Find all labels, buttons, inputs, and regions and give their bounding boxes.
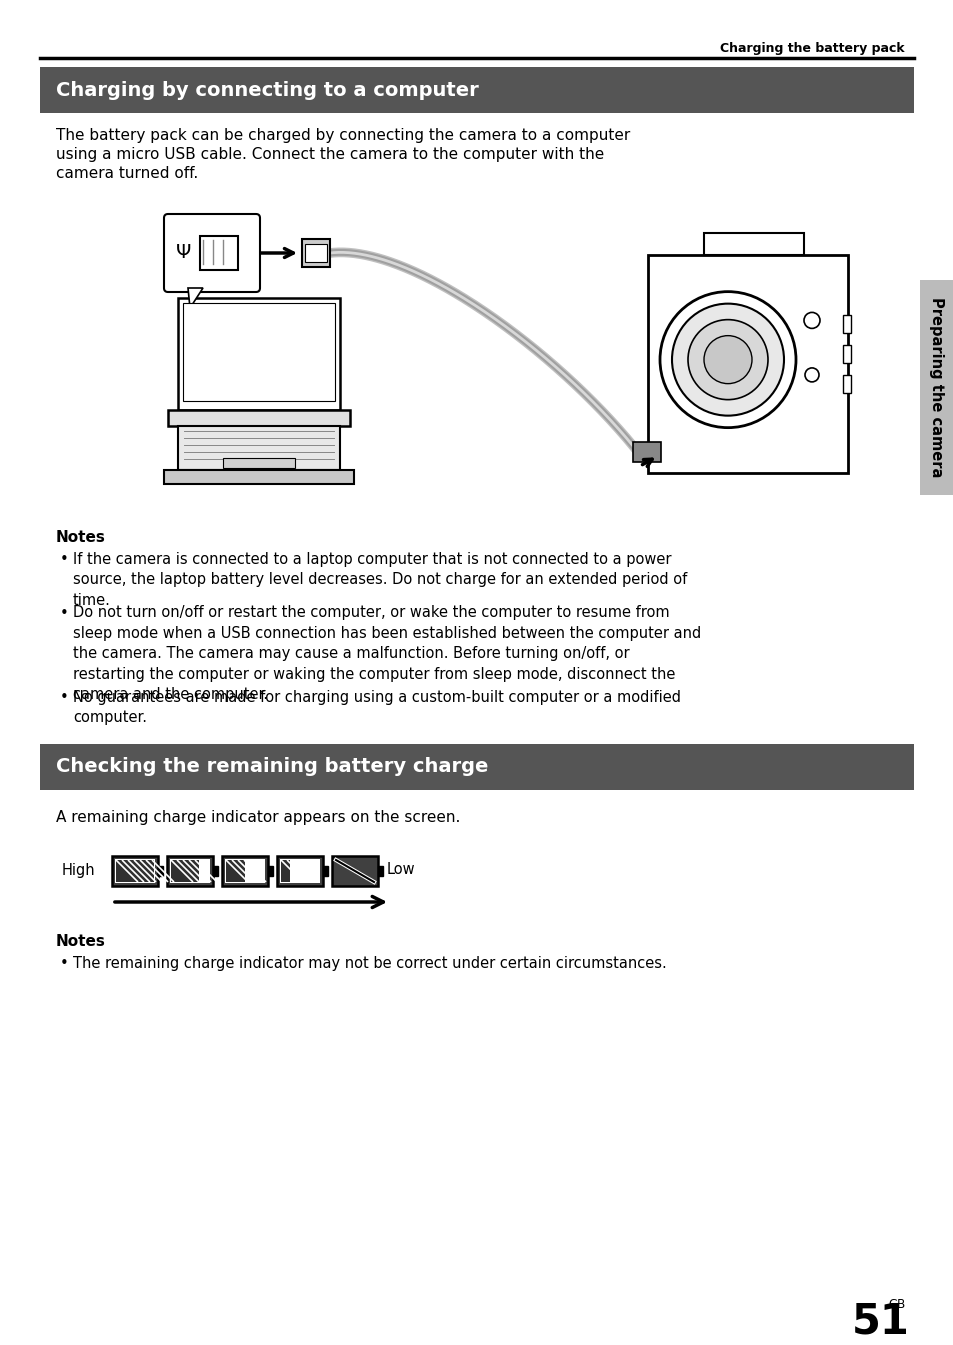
Bar bbox=[167, 855, 213, 886]
Bar bbox=[633, 443, 660, 461]
Bar bbox=[200, 235, 237, 270]
Bar bbox=[222, 855, 268, 886]
Text: Low: Low bbox=[387, 862, 416, 877]
Bar bbox=[703, 233, 803, 256]
Bar bbox=[40, 744, 913, 790]
Circle shape bbox=[671, 304, 783, 416]
Text: •: • bbox=[60, 690, 69, 705]
Bar bbox=[842, 375, 850, 393]
Text: Checking the remaining battery charge: Checking the remaining battery charge bbox=[56, 757, 488, 776]
Bar bbox=[302, 239, 330, 268]
Bar bbox=[178, 426, 339, 469]
Text: Notes: Notes bbox=[56, 933, 106, 950]
Bar bbox=[115, 859, 154, 884]
Circle shape bbox=[703, 336, 751, 383]
Text: camera turned off.: camera turned off. bbox=[56, 165, 198, 182]
Text: 51: 51 bbox=[851, 1301, 909, 1342]
Bar bbox=[112, 855, 158, 886]
Bar bbox=[919, 280, 953, 495]
Text: Ψ: Ψ bbox=[175, 243, 192, 262]
Bar bbox=[183, 303, 335, 401]
Bar bbox=[170, 859, 210, 884]
Circle shape bbox=[687, 320, 767, 399]
Polygon shape bbox=[188, 288, 203, 308]
Bar bbox=[164, 469, 354, 484]
Bar bbox=[213, 866, 218, 876]
Bar bbox=[276, 855, 323, 886]
Bar bbox=[335, 859, 375, 884]
Bar bbox=[116, 859, 153, 882]
Text: High: High bbox=[62, 862, 95, 877]
Text: using a micro USB cable. Connect the camera to the computer with the: using a micro USB cable. Connect the cam… bbox=[56, 147, 603, 161]
Bar bbox=[335, 859, 375, 884]
Bar bbox=[225, 859, 265, 884]
Text: The remaining charge indicator may not be correct under certain circumstances.: The remaining charge indicator may not b… bbox=[73, 956, 666, 971]
Circle shape bbox=[803, 312, 820, 328]
Circle shape bbox=[804, 369, 818, 382]
Bar bbox=[158, 866, 163, 876]
Bar bbox=[171, 859, 199, 882]
FancyBboxPatch shape bbox=[164, 214, 260, 292]
Text: GB: GB bbox=[888, 1298, 905, 1311]
Bar bbox=[323, 866, 328, 876]
Text: Do not turn on/off or restart the computer, or wake the computer to resume from
: Do not turn on/off or restart the comput… bbox=[73, 605, 700, 702]
Text: A remaining charge indicator appears on the screen.: A remaining charge indicator appears on … bbox=[56, 810, 460, 824]
Circle shape bbox=[659, 292, 795, 428]
Bar bbox=[168, 410, 350, 426]
Bar bbox=[268, 866, 273, 876]
Text: •: • bbox=[60, 605, 69, 620]
Text: The battery pack can be charged by connecting the camera to a computer: The battery pack can be charged by conne… bbox=[56, 128, 630, 143]
Text: Charging the battery pack: Charging the battery pack bbox=[720, 42, 904, 55]
Bar bbox=[842, 346, 850, 363]
Bar bbox=[223, 459, 294, 468]
Bar bbox=[842, 315, 850, 334]
Bar bbox=[332, 855, 377, 886]
Bar bbox=[280, 859, 319, 884]
Text: Preparing the camera: Preparing the camera bbox=[928, 297, 943, 477]
Bar bbox=[305, 243, 327, 262]
Text: Notes: Notes bbox=[56, 530, 106, 545]
Bar bbox=[647, 256, 847, 473]
Bar bbox=[178, 299, 339, 410]
Bar bbox=[40, 67, 913, 113]
Text: •: • bbox=[60, 956, 69, 971]
Text: If the camera is connected to a laptop computer that is not connected to a power: If the camera is connected to a laptop c… bbox=[73, 551, 686, 608]
Text: •: • bbox=[60, 551, 69, 568]
Bar bbox=[377, 866, 382, 876]
Text: No guarantees are made for charging using a custom-built computer or a modified
: No guarantees are made for charging usin… bbox=[73, 690, 680, 725]
Bar bbox=[281, 859, 291, 882]
Bar bbox=[226, 859, 245, 882]
Text: Charging by connecting to a computer: Charging by connecting to a computer bbox=[56, 81, 478, 100]
